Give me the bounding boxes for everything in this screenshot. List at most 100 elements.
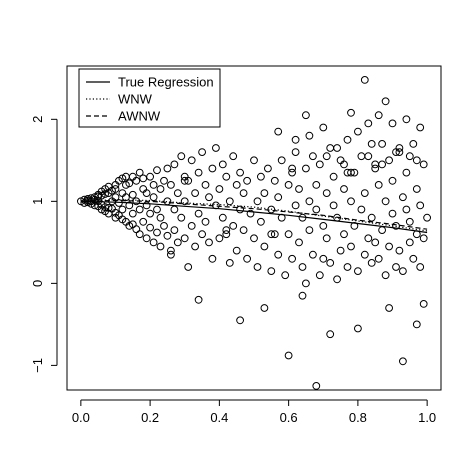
data-point <box>322 234 331 243</box>
data-point <box>232 181 241 189</box>
data-point <box>326 330 335 339</box>
data-point <box>354 127 362 136</box>
data-point <box>402 205 411 214</box>
data-point <box>222 172 231 181</box>
data-point <box>288 164 297 173</box>
legend-box <box>78 68 221 128</box>
data-point <box>340 185 348 193</box>
data-point <box>395 246 404 255</box>
data-point <box>149 193 158 202</box>
data-point <box>302 279 310 288</box>
data-point <box>419 160 428 169</box>
data-point <box>194 209 203 218</box>
data-point <box>347 168 355 177</box>
data-point <box>419 234 428 243</box>
data-point <box>405 217 414 226</box>
data-point <box>167 246 175 255</box>
data-point <box>343 263 352 271</box>
data-point <box>409 254 418 263</box>
data-point <box>360 189 369 198</box>
data-point <box>412 156 421 165</box>
data-point <box>173 189 182 198</box>
y-tick-label: 0 <box>30 280 45 287</box>
data-point <box>187 156 196 165</box>
data-point <box>333 275 342 284</box>
data-point <box>336 246 345 255</box>
data-point <box>298 263 307 271</box>
legend: True Regression WNW AWNW <box>78 68 221 128</box>
data-point <box>253 197 262 206</box>
plot-frame <box>66 65 442 391</box>
data-point <box>381 97 390 106</box>
data-point <box>388 119 397 128</box>
data-point <box>142 189 151 198</box>
data-point <box>347 242 355 251</box>
data-point <box>139 217 148 226</box>
data-point <box>399 267 407 276</box>
data-point <box>232 246 241 255</box>
data-point <box>309 250 317 259</box>
data-point <box>322 152 331 161</box>
data-point <box>274 250 283 259</box>
data-point <box>409 140 418 148</box>
y-tick-label: 1 <box>30 198 45 205</box>
data-point <box>180 197 189 206</box>
x-tick-label: 1.0 <box>418 410 436 425</box>
data-point <box>343 135 352 144</box>
data-point <box>250 156 258 165</box>
x-tick-label: 0.4 <box>210 410 228 425</box>
data-point <box>312 205 321 214</box>
data-point <box>215 185 224 193</box>
data-point <box>378 140 387 148</box>
data-point <box>312 181 321 189</box>
regression-lines <box>80 199 428 234</box>
data-point <box>128 209 137 218</box>
data-point <box>184 263 193 271</box>
data-point <box>340 160 348 169</box>
y-tick-label: −1 <box>30 358 45 373</box>
data-point <box>343 168 352 177</box>
data-point <box>225 197 234 206</box>
data-point <box>329 201 338 210</box>
data-point <box>201 217 210 226</box>
data-point <box>381 197 390 206</box>
data-point <box>319 254 328 263</box>
data-point <box>305 197 314 206</box>
data-point <box>257 217 265 226</box>
data-point <box>250 234 258 243</box>
data-point <box>201 181 210 189</box>
data-point <box>163 164 172 173</box>
data-point <box>371 238 380 247</box>
data-point <box>364 234 373 243</box>
data-point <box>371 164 380 173</box>
data-point <box>257 172 265 181</box>
data-point <box>205 193 213 202</box>
data-point <box>267 267 276 276</box>
data-point <box>236 168 245 177</box>
data-point <box>288 168 297 177</box>
data-point <box>312 382 321 390</box>
data-point <box>360 76 369 84</box>
data-point <box>236 316 245 325</box>
data-point <box>191 242 200 251</box>
data-point <box>218 160 227 169</box>
data-point <box>305 226 314 235</box>
data-point <box>146 172 155 181</box>
data-point <box>153 205 161 214</box>
data-point <box>392 263 400 271</box>
data-point <box>163 231 172 240</box>
data-point <box>412 320 421 329</box>
data-point <box>222 230 231 239</box>
data-point <box>177 152 186 161</box>
data-point <box>291 148 300 157</box>
data-point <box>284 230 293 239</box>
data-point <box>305 131 314 140</box>
data-point <box>184 176 193 185</box>
data-point <box>167 181 175 189</box>
data-point <box>354 324 362 333</box>
data-point <box>208 164 217 173</box>
data-point <box>160 222 168 230</box>
data-point <box>208 254 217 263</box>
data-point <box>111 185 120 193</box>
